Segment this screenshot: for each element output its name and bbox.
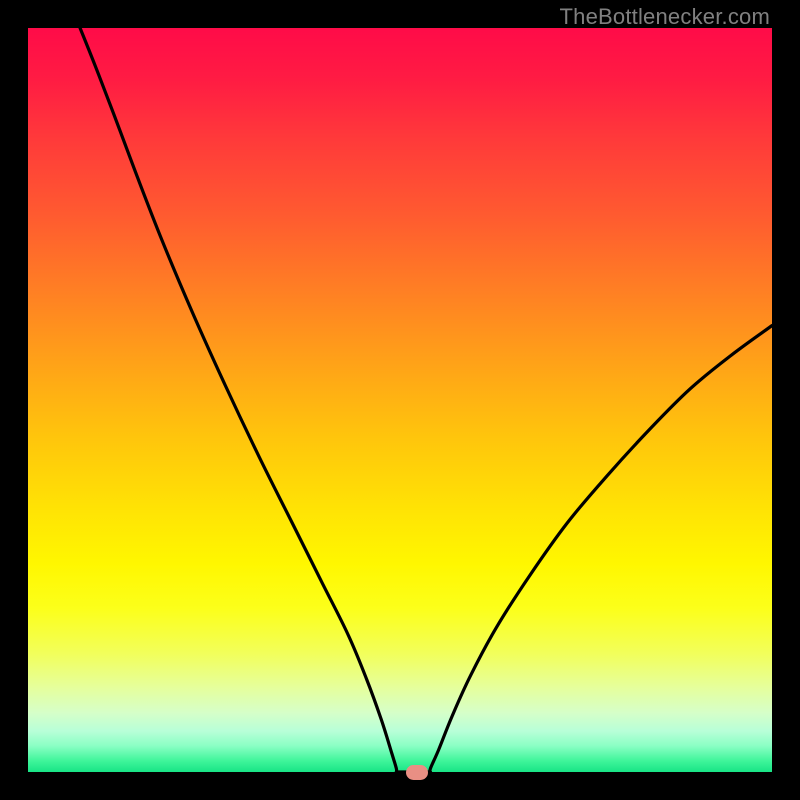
optimum-marker xyxy=(406,765,428,780)
gradient-background xyxy=(28,28,772,772)
watermark-text: TheBottlenecker.com xyxy=(560,4,770,30)
plot-area xyxy=(28,28,772,772)
chart-outer-frame: TheBottlenecker.com xyxy=(0,0,800,800)
